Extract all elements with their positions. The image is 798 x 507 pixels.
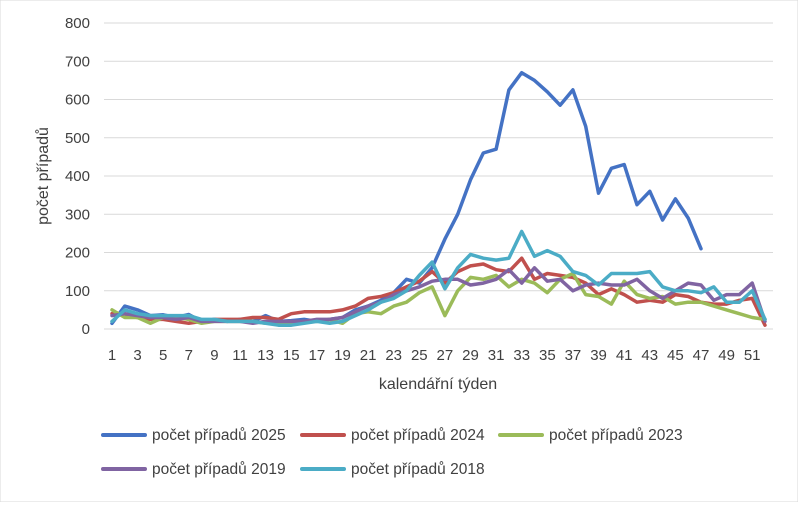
x-tick-label: 27: [437, 347, 454, 364]
series-line-4: [110, 229, 767, 327]
x-tick-label: 39: [590, 347, 607, 364]
x-tick-label: 1: [108, 347, 116, 364]
x-tick-label: 21: [360, 347, 377, 364]
y-tick-label: 500: [65, 130, 90, 147]
x-tick-label: 51: [744, 347, 761, 364]
x-tick-label: 3: [133, 347, 141, 364]
series-lines: [110, 70, 767, 327]
y-tick-label: 300: [65, 206, 90, 223]
x-tick-label: 29: [462, 347, 479, 364]
y-tick-label: 800: [65, 15, 90, 32]
x-tick-label: 19: [334, 347, 351, 364]
x-tick-label: 25: [411, 347, 428, 364]
y-tick-label: 0: [82, 321, 90, 338]
legend: počet případů 2025 počet případů 2024 poče…: [101, 427, 683, 478]
x-tick-label: 33: [513, 347, 530, 364]
x-tick-label: 7: [185, 347, 193, 364]
legend-label: počet případů 2018: [351, 461, 485, 478]
legend-label: počet případů 2023: [549, 427, 683, 444]
x-tick-label: 23: [385, 347, 402, 364]
y-axis-title: počet případů: [34, 127, 52, 225]
legend-label: počet případů 2019: [152, 461, 286, 478]
y-tick-label: 600: [65, 92, 90, 109]
x-tick-label: 37: [565, 347, 582, 364]
x-tick-label: 31: [488, 347, 505, 364]
x-axis-title: kalendářní týden: [379, 376, 497, 393]
x-tick-label: 15: [283, 347, 300, 364]
legend-label: počet případů 2025: [152, 427, 286, 444]
y-axis-tick-labels: 0 100 200 300 400 500 600 700 800: [65, 15, 90, 338]
x-tick-label: 17: [309, 347, 326, 364]
legend-label: počet případů 2024: [351, 427, 485, 444]
x-tick-label: 9: [210, 347, 218, 364]
y-tick-label: 400: [65, 168, 90, 185]
x-tick-label: 11: [232, 347, 248, 364]
y-tick-label: 100: [65, 283, 90, 300]
x-tick-label: 5: [159, 347, 167, 364]
x-tick-label: 43: [641, 347, 658, 364]
gridlines: [104, 22, 773, 330]
x-tick-label: 45: [667, 347, 684, 364]
x-axis-tick-labels: 1 3 5 7 9 11 13 15 17 19 21 23 25 27 29 31 33 35 37 39 41 43 4…: [108, 347, 761, 364]
x-tick-label: 49: [718, 347, 735, 364]
x-tick-label: 35: [539, 347, 556, 364]
x-tick-label: 47: [693, 347, 710, 364]
x-tick-label: 13: [257, 347, 274, 364]
y-tick-label: 700: [65, 53, 90, 70]
y-tick-label: 200: [65, 245, 90, 262]
x-tick-label: 41: [616, 347, 633, 364]
